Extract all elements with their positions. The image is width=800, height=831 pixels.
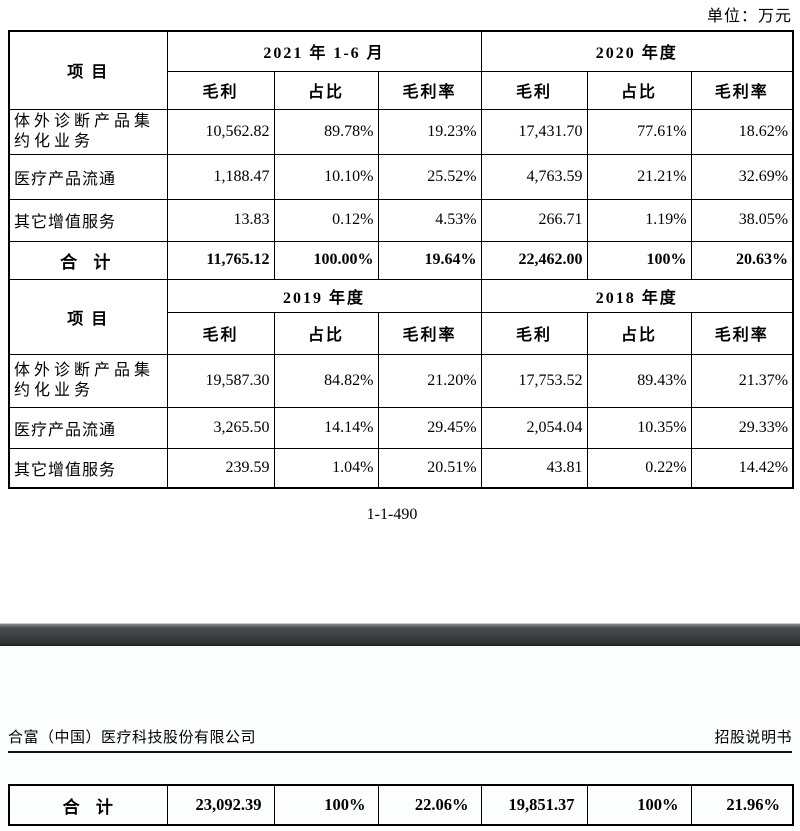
value-cell: 21.20% — [377, 353, 482, 408]
item-header-cell: 项 目 — [8, 30, 168, 110]
gross-profit-table: 项 目 2021 年 1-6 月 2020 年度 毛利 占比 毛利率 毛利 占比… — [8, 30, 795, 489]
value-cell: 32.69% — [690, 153, 794, 200]
subheader-proportion: 占比 — [273, 70, 379, 110]
value-cell: 10.35% — [586, 406, 692, 449]
value-cell: 1,188.47 — [166, 153, 275, 200]
value-cell: 20.51% — [377, 447, 482, 489]
subheader-margin: 毛利率 — [377, 311, 482, 355]
value-cell: 21.37% — [690, 353, 794, 408]
value-cell: 1.04% — [273, 447, 379, 489]
item-cell: 其它增值服务 — [8, 198, 168, 242]
table-subheader-row: 毛利 占比 毛利率 毛利 占比 毛利率 — [9, 311, 794, 355]
value-cell: 29.45% — [377, 406, 482, 449]
table-row: 医疗产品流通 3,265.50 14.14% 29.45% 2,054.04 1… — [8, 406, 794, 449]
subheader-proportion: 占比 — [586, 70, 692, 110]
value-cell: 84.82% — [273, 353, 379, 408]
subheader-proportion: 占比 — [586, 311, 692, 355]
page-number: 1-1-490 — [366, 506, 418, 523]
subheader-proportion: 占比 — [273, 311, 379, 355]
value-cell: 19.64% — [377, 240, 482, 280]
value-cell: 18.62% — [690, 108, 794, 155]
table-subheader-row: 毛利 占比 毛利率 毛利 占比 毛利率 — [9, 70, 794, 110]
value-cell: 100% — [273, 784, 379, 826]
item-cell: 医疗产品流通 — [8, 153, 168, 200]
value-cell: 23,092.39 — [166, 784, 275, 826]
value-cell: 25.52% — [377, 153, 482, 200]
value-cell: 266.71 — [480, 198, 588, 242]
subheader-margin: 毛利率 — [377, 70, 482, 110]
subheader-margin: 毛利率 — [690, 70, 794, 110]
value-cell: 100% — [586, 784, 692, 826]
value-cell: 22.06% — [377, 784, 482, 826]
value-cell: 14.14% — [273, 406, 379, 449]
value-cell: 2,054.04 — [480, 406, 588, 449]
document-type-label: 招股说明书 — [714, 730, 792, 746]
table-row: 其它增值服务 13.83 0.12% 4.53% 266.71 1.19% 38… — [8, 198, 794, 242]
value-cell: 38.05% — [690, 198, 794, 242]
value-cell: 17,753.52 — [480, 353, 588, 408]
value-cell: 19,851.37 — [480, 784, 588, 826]
item-cell: 体外诊断产品集约化业务 — [8, 108, 168, 155]
value-cell: 4,763.59 — [480, 153, 588, 200]
running-header: 合富（中国）医疗科技股份有限公司 招股说明书 — [8, 726, 792, 753]
value-cell: 14.42% — [690, 447, 794, 489]
item-cell: 体外诊断产品集约化业务 — [8, 353, 168, 408]
total-row: 合 计 11,765.12 100.00% 19.64% 22,462.00 1… — [8, 240, 794, 280]
period-header-2019: 2019 年度 — [166, 278, 482, 313]
table-row: 其它增值服务 239.59 1.04% 20.51% 43.81 0.22% 1… — [8, 447, 794, 489]
value-cell: 19.23% — [377, 108, 482, 155]
value-cell: 13.83 — [166, 198, 275, 242]
value-cell: 21.21% — [586, 153, 692, 200]
table-row: 体外诊断产品集约化业务 10,562.82 89.78% 19.23% 17,4… — [8, 108, 794, 155]
value-cell: 29.33% — [690, 406, 794, 449]
value-cell: 239.59 — [166, 447, 275, 489]
period-header-2018: 2018 年度 — [480, 278, 794, 313]
period-header-2020: 2020 年度 — [480, 30, 794, 72]
value-cell: 43.81 — [480, 447, 588, 489]
table-header-row: 项 目 2021 年 1-6 月 2020 年度 — [8, 30, 794, 110]
value-cell: 11,765.12 — [166, 240, 275, 280]
value-cell: 0.12% — [273, 198, 379, 242]
value-cell: 1.19% — [586, 198, 692, 242]
value-cell: 77.61% — [586, 108, 692, 155]
value-cell: 89.43% — [586, 353, 692, 408]
value-cell: 19,587.30 — [166, 353, 275, 408]
value-cell: 10,562.82 — [166, 108, 275, 155]
subheader-gross-profit: 毛利 — [480, 70, 588, 110]
period-header-2021: 2021 年 1-6 月 — [166, 30, 482, 72]
value-cell: 100.00% — [273, 240, 379, 280]
item-cell: 合 计 — [8, 784, 168, 826]
item-header-cell: 项 目 — [8, 278, 168, 355]
subheader-margin: 毛利率 — [690, 311, 794, 355]
value-cell: 3,265.50 — [166, 406, 275, 449]
item-cell: 其它增值服务 — [8, 447, 168, 489]
subheader-gross-profit: 毛利 — [166, 311, 275, 355]
value-cell: 21.96% — [690, 784, 794, 826]
subheader-gross-profit: 毛利 — [166, 70, 275, 110]
value-cell: 17,431.70 — [480, 108, 588, 155]
value-cell: 89.78% — [273, 108, 379, 155]
total-row: 合 计 23,092.39 100% 22.06% 19,851.37 100%… — [8, 784, 794, 826]
value-cell: 0.22% — [586, 447, 692, 489]
table-header-row: 项 目 2019 年度 2018 年度 — [8, 278, 794, 355]
company-name: 合富（中国）医疗科技股份有限公司 — [8, 730, 257, 746]
value-cell: 4.53% — [377, 198, 482, 242]
table-continuation: 合 计 23,092.39 100% 22.06% 19,851.37 100%… — [8, 784, 794, 826]
subheader-gross-profit: 毛利 — [480, 311, 588, 355]
value-cell: 20.63% — [690, 240, 794, 280]
table-row: 体外诊断产品集约化业务 19,587.30 84.82% 21.20% 17,7… — [8, 353, 794, 408]
item-cell: 医疗产品流通 — [8, 406, 168, 449]
page-break-divider — [0, 623, 800, 646]
value-cell: 22,462.00 — [480, 240, 588, 280]
value-cell: 100% — [586, 240, 692, 280]
item-cell: 合 计 — [8, 240, 168, 280]
table-row: 医疗产品流通 1,188.47 10.10% 25.52% 4,763.59 2… — [8, 153, 794, 200]
unit-label: 单位：万元 — [706, 8, 792, 25]
value-cell: 10.10% — [273, 153, 379, 200]
